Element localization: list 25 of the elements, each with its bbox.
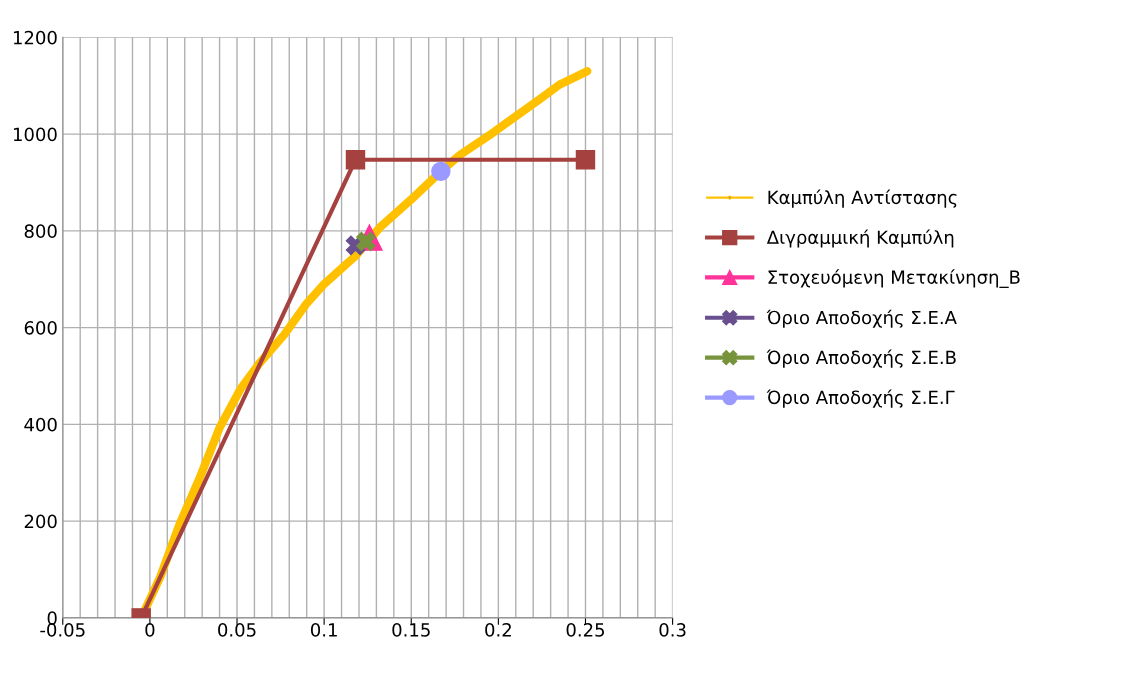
point xyxy=(575,150,596,170)
y-tick-label: 200 xyxy=(24,514,57,529)
point xyxy=(356,231,376,252)
legend-label: Διγραμμική Καμπύλη xyxy=(766,229,954,248)
x-tick-label: 0.2 xyxy=(485,623,511,637)
x-tick-label: 0.25 xyxy=(566,623,605,637)
x-tick-label: 0.3 xyxy=(659,623,686,637)
y-tick-label: 1200 xyxy=(13,30,57,45)
y-tick-label: 0 xyxy=(47,611,57,626)
y-tick-label: 1000 xyxy=(13,127,57,142)
x-tick-label: 0.05 xyxy=(218,623,256,637)
point xyxy=(345,150,366,170)
legend-label: Όριο Αποδοχής Σ.Ε.Α xyxy=(766,309,957,328)
legend-label: Στοχευόμενη Μετακίνηση_Β xyxy=(768,269,1020,288)
y-tick-label: 400 xyxy=(24,417,57,432)
x-tick-label: 0.15 xyxy=(392,623,430,637)
x-tick-label: 0.1 xyxy=(310,623,337,637)
legend-label: Όριο Αποδοχής Σ.Ε.Β xyxy=(766,349,956,368)
point xyxy=(431,161,451,182)
legend-label: Καμπύλη Αντίστασης xyxy=(768,189,957,208)
legend-label: Όριο Αποδοχής Σ.Ε.Γ xyxy=(766,389,955,408)
y-tick-label: 600 xyxy=(24,321,57,335)
y-tick-label: 800 xyxy=(24,224,57,238)
x-tick-label: 0 xyxy=(145,623,155,637)
x-tick-label: -0.05 xyxy=(40,623,85,637)
